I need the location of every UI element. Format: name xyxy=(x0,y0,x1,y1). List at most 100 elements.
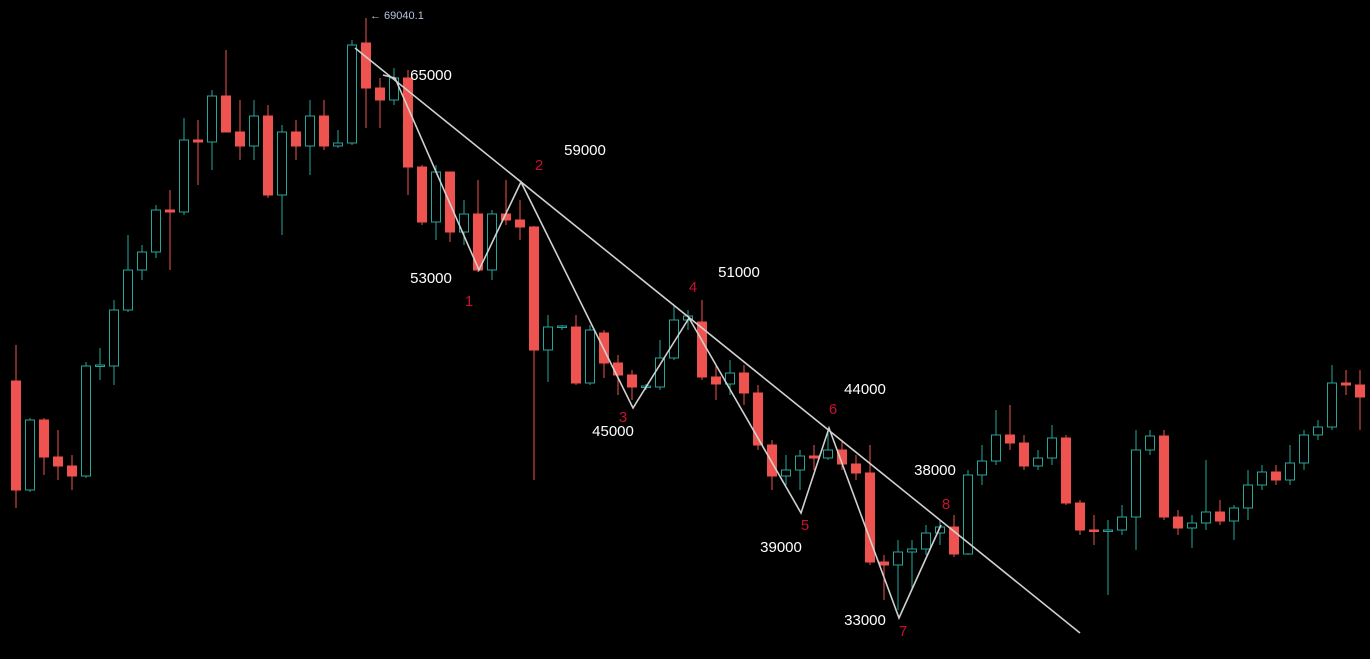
candle-body xyxy=(109,309,119,367)
level-label: 45000 xyxy=(592,423,634,440)
candle-body xyxy=(823,449,833,459)
labels: ← 69040.1 65000 59000 53000 45000 51000 44000 3… xyxy=(370,10,956,640)
candle-body xyxy=(1173,516,1183,529)
candle-body xyxy=(39,419,49,458)
candle-body xyxy=(277,131,287,196)
candle-body xyxy=(893,551,903,566)
candle-body xyxy=(263,115,273,196)
candle-body xyxy=(1075,502,1085,531)
candle-body xyxy=(627,374,637,388)
wave-label: 8 xyxy=(942,496,950,513)
candle-body xyxy=(11,380,21,491)
candle-body xyxy=(361,42,371,89)
candle-body xyxy=(1313,426,1323,436)
candle-body xyxy=(1159,435,1169,518)
candle-body xyxy=(879,561,889,566)
candle-body xyxy=(1229,507,1239,522)
candle-body xyxy=(319,115,329,147)
candle-body xyxy=(1299,434,1309,464)
level-label: 51000 xyxy=(718,264,760,281)
level-label: 39000 xyxy=(760,539,802,556)
level-label: 38000 xyxy=(914,462,956,479)
wave-label: 1 xyxy=(465,293,473,310)
high-label: ← 69040.1 xyxy=(370,10,424,22)
level-label: 53000 xyxy=(410,270,452,287)
candle-body xyxy=(921,532,931,550)
wave-label: 5 xyxy=(801,517,809,534)
candle-body xyxy=(151,209,161,253)
wave-label: 3 xyxy=(619,409,627,426)
level-label: 44000 xyxy=(844,381,886,398)
candle-body xyxy=(557,325,567,328)
candle-body xyxy=(305,115,315,147)
candle-body xyxy=(375,87,385,101)
candle-body xyxy=(403,77,413,168)
candle-body xyxy=(1047,437,1057,459)
candle-body xyxy=(949,526,959,555)
candle-body xyxy=(1285,462,1295,481)
wave-label: 7 xyxy=(899,623,907,640)
candle-body xyxy=(473,213,483,271)
candle-body xyxy=(67,465,77,477)
candle-body xyxy=(543,326,553,351)
candle-body xyxy=(1103,529,1113,532)
candle-body xyxy=(977,460,987,476)
trend-line xyxy=(354,47,1081,634)
candle-body xyxy=(347,44,357,144)
candle-body xyxy=(515,219,525,228)
candle-body xyxy=(767,444,777,477)
candle-body xyxy=(1145,435,1155,451)
candle-body xyxy=(221,95,231,133)
candle-body xyxy=(1005,434,1015,444)
candle-body xyxy=(1271,471,1281,481)
candle-body xyxy=(851,463,861,474)
candle-body xyxy=(53,456,63,467)
candle-body xyxy=(137,251,147,271)
candle-body xyxy=(1355,384,1365,398)
candle-body xyxy=(809,455,819,459)
level-label: 59000 xyxy=(564,142,606,159)
candle-body xyxy=(1019,442,1029,467)
candle-body xyxy=(333,142,343,147)
candle-body xyxy=(655,357,665,388)
candle-body xyxy=(95,364,105,367)
level-label: 33000 xyxy=(844,612,886,629)
candle-body xyxy=(669,319,679,359)
candle-body xyxy=(1187,522,1197,529)
candle-body xyxy=(991,434,1001,462)
candle-body xyxy=(711,376,721,385)
candle-body xyxy=(291,131,301,147)
candle-body xyxy=(193,139,203,143)
candle-body xyxy=(235,131,245,147)
candle-body xyxy=(753,392,763,446)
candle-body xyxy=(1327,382,1337,428)
candle-body xyxy=(529,226,539,351)
candle-body xyxy=(1215,511,1225,522)
candle-body xyxy=(613,362,623,376)
candle-body xyxy=(963,474,973,555)
wave-label: 6 xyxy=(829,401,837,418)
candle-body xyxy=(1243,484,1253,509)
candle-body xyxy=(459,213,469,233)
wave-label: 2 xyxy=(535,157,543,174)
candle-body xyxy=(585,329,595,384)
candle-body xyxy=(165,209,175,213)
candle-body xyxy=(249,115,259,147)
candle-body xyxy=(1201,511,1211,524)
candle-body xyxy=(179,139,189,213)
candle-body xyxy=(725,372,735,385)
candle-body xyxy=(123,269,133,311)
wave-label: 4 xyxy=(689,279,697,296)
candle-body xyxy=(1033,457,1043,467)
candle-body xyxy=(1131,449,1141,518)
candle-body xyxy=(1117,516,1127,531)
candle-body xyxy=(1341,382,1351,386)
candle-body xyxy=(1257,471,1267,486)
candle-body xyxy=(739,372,749,394)
candle-body xyxy=(1061,437,1071,504)
wave-line xyxy=(382,74,942,621)
candle-body xyxy=(571,326,581,384)
candles xyxy=(11,17,1365,610)
candle-body xyxy=(865,472,875,563)
